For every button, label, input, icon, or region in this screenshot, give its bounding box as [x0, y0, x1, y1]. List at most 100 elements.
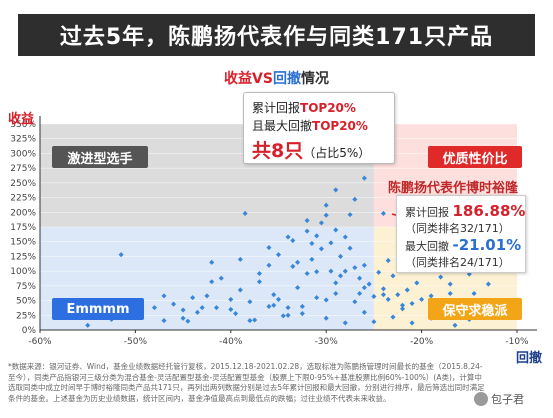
data-point [256, 270, 262, 277]
data-point [390, 314, 396, 320]
data-point [366, 281, 372, 287]
data-point [299, 310, 305, 317]
data-point [409, 300, 415, 307]
data-point [447, 290, 453, 297]
data-point [213, 305, 220, 311]
data-point [333, 227, 339, 233]
data-point [271, 292, 277, 298]
data-point [280, 313, 286, 319]
y-tick-label: 250% [10, 179, 36, 189]
fund-return-rank: （同类排名32/171） [405, 222, 510, 235]
data-point [357, 290, 363, 297]
data-point [328, 268, 334, 274]
top20-callout: 累计回报TOP20% 且最大回撤TOP20% 共8只（占比5%） [243, 92, 395, 164]
x-tick-label: -10% [505, 337, 529, 347]
callout-line1-prefix: 累计回报 [252, 101, 301, 115]
data-point [404, 287, 410, 293]
y-tick-label: 175% [10, 223, 36, 233]
data-point [304, 217, 310, 224]
data-point [266, 245, 272, 251]
y-tick-label: 325% [10, 135, 36, 145]
data-point [409, 320, 415, 326]
fund-return-label: 累计回报 [405, 206, 449, 219]
data-point [390, 273, 396, 279]
fund-drawdown-rank: （同类排名24/171） [405, 256, 510, 269]
data-point [361, 285, 367, 291]
x-tick-label: -30% [315, 337, 339, 347]
fund-drawdown-value: -21.01% [452, 236, 522, 254]
x-tick-labels: -60% -50% -40% -30% -20% -10% [28, 330, 529, 347]
data-point [447, 281, 453, 287]
data-point [228, 296, 234, 302]
fund-drawdown-label: 最大回撤 [405, 240, 449, 253]
data-point [180, 307, 186, 313]
data-point [428, 293, 434, 299]
data-point [285, 305, 291, 311]
data-point [275, 296, 282, 302]
page-title: 过去5年，陈鹏扬代表作与同类171只产品 [59, 25, 494, 50]
data-point [333, 187, 339, 193]
data-point [333, 290, 339, 297]
data-point [328, 240, 334, 246]
y-tick-label: 275% [10, 164, 36, 174]
data-point [271, 302, 277, 308]
data-point [237, 287, 243, 293]
watermark-logo-icon [474, 392, 488, 406]
data-point [347, 245, 353, 251]
data-point [485, 281, 491, 287]
data-point [285, 234, 291, 240]
callout-line1-highlight: TOP20% [300, 101, 356, 115]
data-point [352, 299, 358, 305]
data-point [290, 263, 296, 269]
data-point [361, 309, 367, 315]
y-tick-label: 125% [10, 252, 36, 262]
data-point [323, 297, 329, 303]
data-point [399, 306, 406, 312]
data-point [414, 280, 420, 286]
x-tick-label: -50% [124, 337, 148, 347]
data-point [337, 253, 344, 259]
fund-return-value: 186.88% [452, 202, 526, 220]
subtitle-situation: 情况 [300, 71, 329, 87]
y-tick-label: 0% [22, 326, 37, 336]
subtitle-return: 收益 [224, 71, 253, 87]
data-point [318, 246, 324, 252]
y-tick-label: 100% [10, 267, 36, 277]
y-tick-label: 25% [16, 311, 36, 321]
data-point [161, 318, 167, 324]
data-point [295, 259, 301, 265]
page-title-banner: 过去5年，陈鹏扬代表作与同类171只产品 [18, 14, 535, 56]
callout-count: 共8只 [252, 140, 304, 162]
data-point [290, 237, 296, 244]
data-point [185, 318, 191, 324]
y-tick-label: 350% [10, 120, 36, 130]
axes [39, 116, 537, 331]
y-tick-label: 75% [16, 282, 36, 292]
data-point [318, 220, 324, 226]
data-point [385, 258, 391, 264]
data-point [323, 315, 329, 321]
data-point [275, 252, 282, 258]
callout-line2-prefix: 且最大回撤 [252, 119, 313, 133]
subtitle-vs: VS [252, 71, 273, 87]
y-tick-label: 200% [10, 208, 36, 218]
x-tick-label: -20% [410, 337, 434, 347]
data-point [209, 279, 215, 285]
data-point [419, 296, 425, 302]
watermark-text: 包子君 [491, 393, 524, 406]
data-point [190, 295, 196, 301]
data-point [314, 269, 320, 275]
data-point [352, 265, 358, 271]
quadrant-label-quality: 优质性价比 [428, 146, 522, 168]
callout-line2-highlight: TOP20% [312, 119, 368, 133]
quadrant-label-conservative: 保守求稳派 [428, 298, 522, 320]
data-point [233, 310, 239, 317]
watermark: 包子君 [474, 391, 524, 407]
y-tick-label: 225% [10, 194, 36, 204]
y-tick-labels: 0% 25% 50% 75% 100% 125% 150% 175% 200% 225% 250% 2… [10, 120, 36, 336]
data-point [180, 315, 186, 321]
data-point [209, 259, 215, 265]
data-point [171, 301, 177, 307]
data-point [380, 210, 386, 217]
data-point [199, 305, 205, 311]
